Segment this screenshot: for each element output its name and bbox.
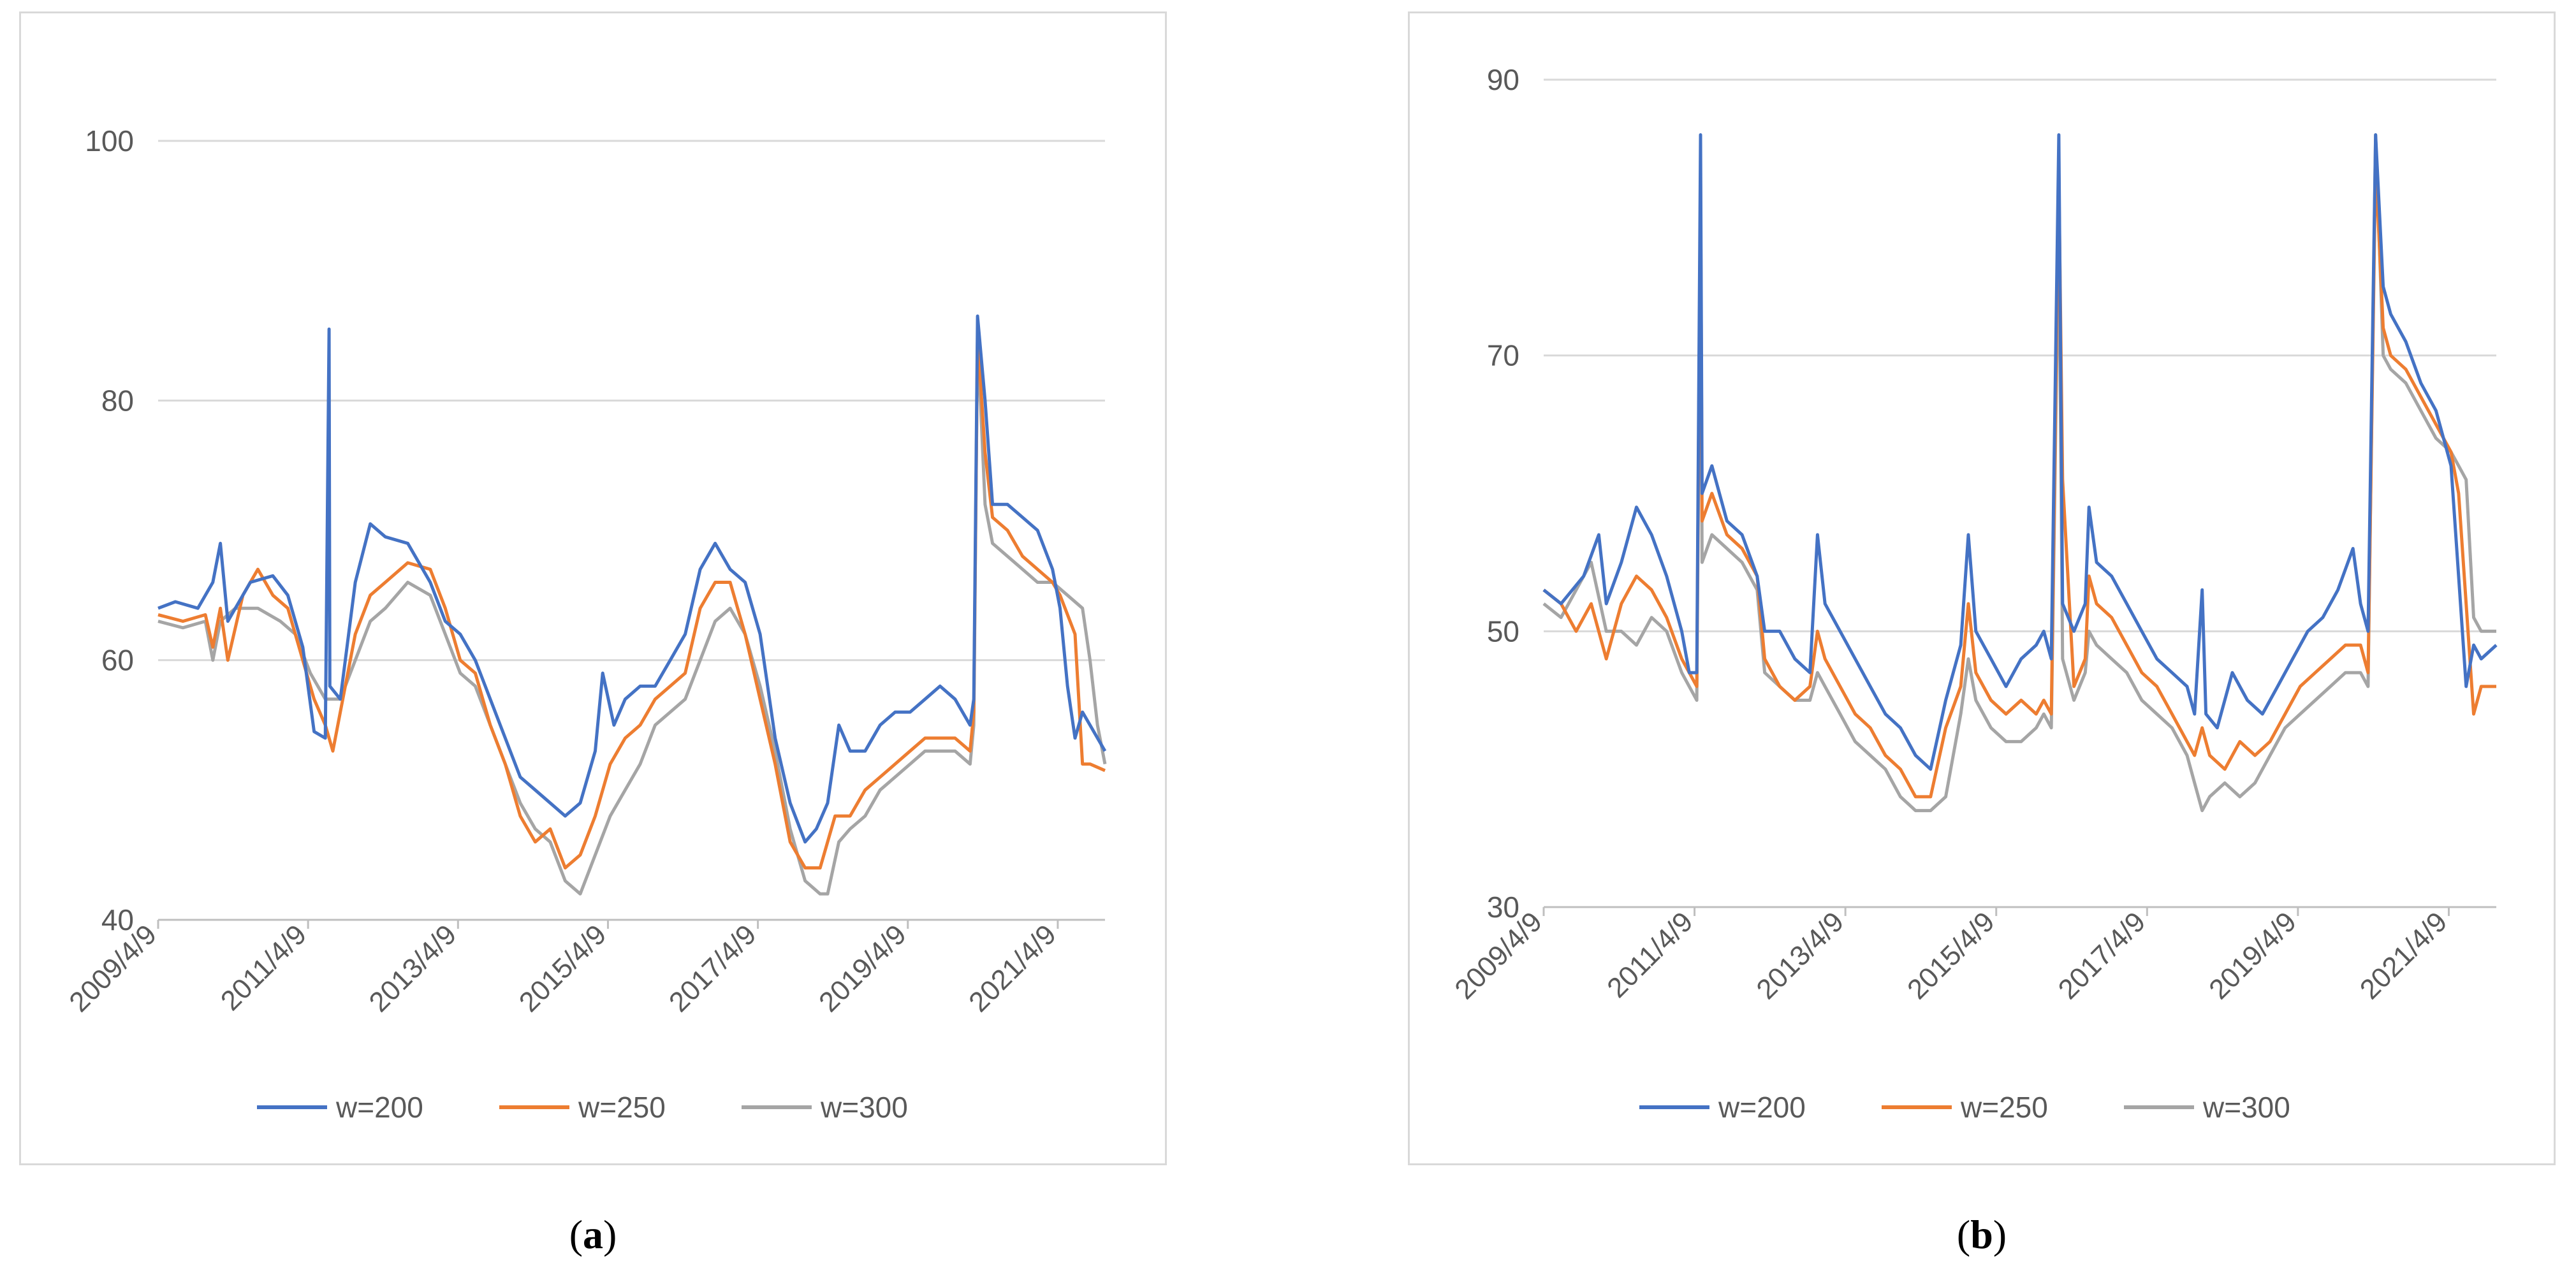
legend-label: w=300 [820,1091,908,1124]
series-line-w-300 [1542,133,2496,813]
series-line-w-200 [157,314,1107,844]
series-line-w-200 [1542,133,2498,771]
chart-panel-a: 40 60 80 100 2009/4/9 2011/4/9 2013/4/9 2015/4/… [19,11,1167,1165]
x-tick-label: 2019/4/9 [2203,906,2302,1005]
y-tick-label: 70 [1487,339,1519,372]
x-tick-label: 2021/4/9 [2354,906,2454,1005]
x-tick-label: 2013/4/9 [363,919,463,1018]
series-line-w-300 [157,334,1107,896]
panel-label-a: a [583,1212,603,1257]
x-tick-label: 2013/4/9 [1750,906,1850,1005]
panel-caption-b: (b) [1956,1212,2007,1257]
y-tick-label: 40 [101,903,134,936]
y-tick-label: 60 [101,644,134,677]
x-tick-label: 2015/4/9 [1901,906,2001,1005]
chart-panel-b: 30 50 70 90 2009/4/9 2011/4/9 2013/4/9 2015/4/9… [1408,11,2556,1165]
y-tick-label: 30 [1487,891,1519,924]
legend-label: w=200 [1718,1091,1806,1124]
x-tick-label: 2021/4/9 [963,919,1062,1018]
panel-label-b: b [1970,1212,1993,1257]
x-tick-label: 2019/4/9 [813,919,912,1018]
x-tick-label: 2011/4/9 [1601,906,1699,1003]
legend-label: w=250 [1960,1091,2048,1124]
y-tick-label: 50 [1487,615,1519,648]
panel-caption-a: (a) [569,1212,617,1257]
y-tick-label: 90 [1487,63,1519,96]
series-line-w-250 [157,334,1106,869]
x-tick-label: 2017/4/9 [2053,906,2152,1005]
x-tick-label: 2015/4/9 [513,919,613,1018]
legend-label: w=200 [335,1091,423,1124]
series-line-w-250 [1542,161,2496,799]
legend-label: w=250 [578,1091,666,1124]
y-tick-label: 100 [85,124,134,157]
legend-label: w=300 [2202,1091,2290,1124]
x-tick-label: 2011/4/9 [215,919,312,1016]
x-tick-label: 2017/4/9 [663,919,763,1018]
y-tick-label: 80 [101,384,134,417]
